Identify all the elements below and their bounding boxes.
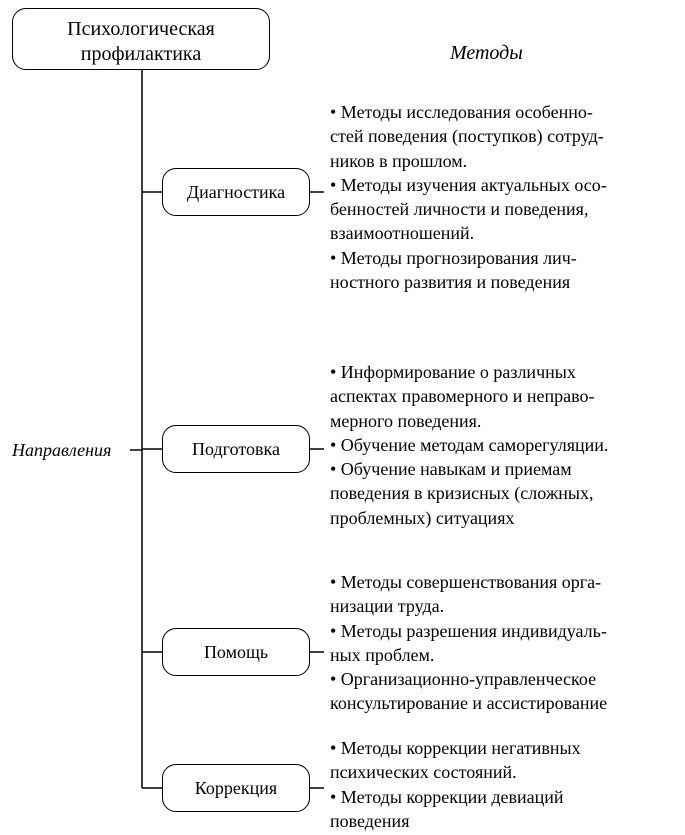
bullet-line: консультирование и ассистирование bbox=[330, 691, 670, 715]
bullet-line: проблемных) ситуациях bbox=[330, 506, 670, 530]
bullet-line: • Информирование о различных bbox=[330, 360, 670, 384]
branch-label: Коррекция bbox=[195, 778, 277, 799]
bullet-line: ностного развития и поведения bbox=[330, 270, 670, 294]
bullet-line: • Методы исследования особенно- bbox=[330, 100, 670, 124]
bullet-line: бенностей личности и поведения, bbox=[330, 197, 670, 221]
branch-label: Помощь bbox=[204, 642, 268, 663]
branch-box-help: Помощь bbox=[162, 628, 310, 676]
branch-box-diagnostics: Диагностика bbox=[162, 168, 310, 216]
bullets-help: • Методы совершенствования орга-низации … bbox=[330, 570, 670, 716]
bullets-correction: • Методы коррекции негативныхпсихических… bbox=[330, 736, 670, 833]
root-line1: Психологическая bbox=[67, 18, 215, 40]
bullet-line: • Методы совершенствования орга- bbox=[330, 570, 670, 594]
methods-header: Методы bbox=[450, 42, 523, 65]
bullets-training: • Информирование о различныхаспектах пра… bbox=[330, 360, 670, 530]
bullet-line: аспектах правомерного и неправо- bbox=[330, 384, 670, 408]
bullet-line: поведения в кризисных (сложных, bbox=[330, 481, 670, 505]
directions-label: Направления bbox=[12, 440, 111, 461]
bullet-line: • Методы коррекции негативных bbox=[330, 736, 670, 760]
root-node: Психологическая профилактика bbox=[12, 8, 270, 70]
bullet-line: мерного поведения. bbox=[330, 409, 670, 433]
bullet-line: психических состояний. bbox=[330, 760, 670, 784]
branch-label: Подготовка bbox=[192, 439, 280, 460]
bullet-line: • Организационно-управленческое bbox=[330, 667, 670, 691]
root-line2: профилактика bbox=[81, 43, 201, 65]
bullet-line: • Методы прогнозирования лич- bbox=[330, 246, 670, 270]
branch-label: Диагностика bbox=[187, 182, 285, 203]
bullet-line: • Методы коррекции девиаций bbox=[330, 785, 670, 809]
bullet-line: • Обучение навыкам и приемам bbox=[330, 457, 670, 481]
bullet-line: • Методы изучения актуальных осо- bbox=[330, 173, 670, 197]
bullet-line: взаимоотношений. bbox=[330, 221, 670, 245]
branch-box-training: Подготовка bbox=[162, 425, 310, 473]
bullet-line: • Методы разрешения индивидуаль- bbox=[330, 619, 670, 643]
bullet-line: ников в прошлом. bbox=[330, 149, 670, 173]
bullets-diagnostics: • Методы исследования особенно-стей пове… bbox=[330, 100, 670, 294]
bullet-line: низации труда. bbox=[330, 594, 670, 618]
bullet-line: поведения bbox=[330, 809, 670, 833]
bullet-line: стей поведения (поступков) сотруд- bbox=[330, 124, 670, 148]
bullet-line: • Обучение методам саморегуляции. bbox=[330, 433, 670, 457]
bullet-line: ных проблем. bbox=[330, 643, 670, 667]
branch-box-correction: Коррекция bbox=[162, 764, 310, 812]
